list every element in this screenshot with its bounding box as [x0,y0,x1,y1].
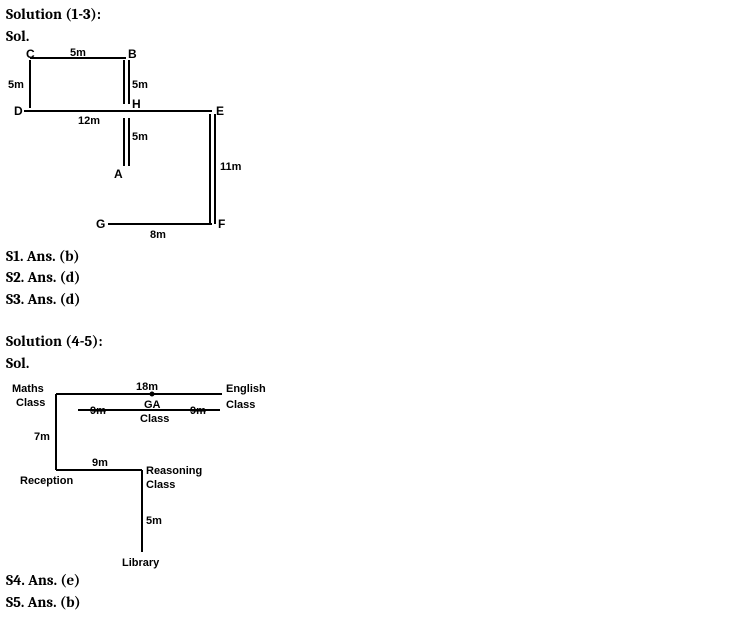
ans-s3: S3. Ans. (d) [6,289,742,311]
pt-G: G [96,217,105,231]
diagram-4-5: Maths Class GA Class English Class Recep… [6,374,276,570]
node-reas-2: Class [146,479,175,491]
seg-CD: 5m [8,79,24,91]
seg-EF: 11m [220,161,242,173]
seg-9m-r: 9m [190,405,206,417]
node-ga-1: GA [144,399,161,411]
pt-C: C [26,48,35,61]
node-ga-2: Class [140,413,169,425]
solution-1-3-heading: Solution (1-3): [6,4,742,26]
seg-BH: 5m [132,79,148,91]
pt-F: F [218,217,225,231]
seg-7m: 7m [34,431,50,443]
solution-4-5-sol: Sol. [6,353,742,375]
node-eng-2: Class [226,399,255,411]
solution-1-3-sol: Sol. [6,26,742,48]
pt-B: B [128,48,137,61]
solution-4-5-heading: Solution (4-5): [6,331,742,353]
pt-E: E [216,104,224,118]
seg-9m-l: 9m [90,405,106,417]
ans-s1: S1. Ans. (b) [6,246,742,268]
ans-s5: S5. Ans. (b) [6,592,742,614]
seg-18m: 18m [136,381,158,393]
pt-D: D [14,104,23,118]
seg-GF: 8m [150,229,166,241]
seg-9m-b: 9m [92,457,108,469]
seg-5m: 5m [146,515,162,527]
pt-H: H [132,97,141,111]
node-rec: Reception [20,475,73,487]
node-eng-1: English [226,383,266,395]
seg-DE: 12m [78,115,100,127]
pt-A: A [114,167,123,181]
node-lib: Library [122,557,160,569]
node-maths-1: Maths [12,383,44,395]
ans-s2: S2. Ans. (d) [6,267,742,289]
seg-HA: 5m [132,131,148,143]
node-maths-2: Class [16,397,45,409]
diagram-1-3: C B D H E A F G 5m 5m 5m 12m 5m 11m 8m [6,48,246,246]
ans-s4: S4. Ans. (e) [6,570,742,592]
node-reas-1: Reasoning [146,465,202,477]
seg-CB: 5m [70,48,86,59]
